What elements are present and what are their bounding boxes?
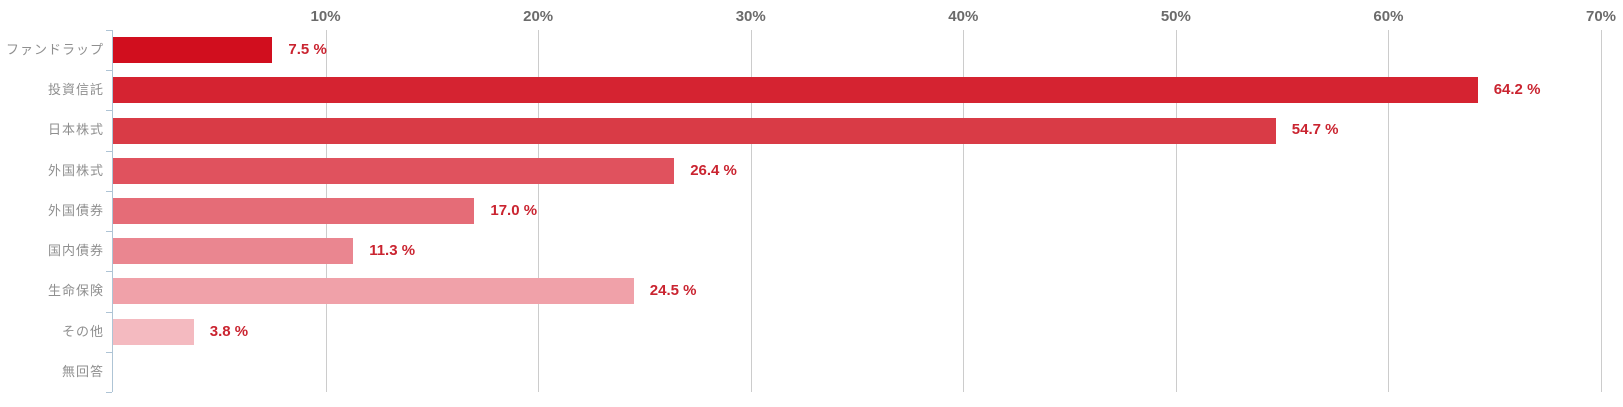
- bar: [113, 198, 475, 224]
- category-label: 外国株式: [47, 162, 104, 178]
- gridline: [1388, 30, 1390, 392]
- bar: [113, 157, 675, 184]
- x-tick-label: 40%: [948, 8, 979, 25]
- gridline: [963, 30, 965, 392]
- y-axis-tick: [106, 30, 112, 31]
- category-label: 生命保険: [47, 283, 104, 299]
- x-tick-label: 30%: [735, 8, 766, 25]
- category-label: 国内債券: [47, 243, 104, 259]
- category-label: 無回答: [61, 363, 104, 379]
- gridline: [1175, 30, 1177, 392]
- y-axis-tick: [106, 392, 112, 393]
- value-label: 64.2 %: [1493, 81, 1541, 99]
- gridline: [1601, 30, 1602, 392]
- bar: [113, 77, 1478, 104]
- value-label: 17.0 %: [490, 201, 538, 219]
- x-tick-label: 10%: [310, 8, 341, 25]
- category-label: 日本株式: [47, 122, 104, 138]
- value-label: 54.7 %: [1291, 121, 1339, 139]
- bar: [113, 238, 354, 265]
- y-axis-tick: [106, 110, 112, 112]
- value-label: 7.5 %: [288, 41, 327, 58]
- y-axis-tick: [106, 271, 112, 273]
- category-label: その他: [61, 323, 104, 339]
- y-axis-tick: [106, 311, 112, 313]
- y-axis-tick: [106, 70, 112, 72]
- bar: [113, 318, 194, 345]
- x-tick-label: 70%: [1585, 8, 1617, 25]
- y-axis-line: [112, 30, 113, 392]
- y-axis-tick: [106, 150, 112, 152]
- y-axis-tick: [106, 351, 112, 353]
- value-label: 26.4 %: [690, 161, 737, 179]
- category-label: 外国債券: [47, 202, 104, 218]
- x-tick-label: 20%: [523, 8, 554, 25]
- bar: [113, 278, 634, 305]
- y-axis-tick: [106, 231, 112, 233]
- bar: [113, 117, 1276, 144]
- x-tick-label: 50%: [1160, 8, 1191, 25]
- y-axis-tick: [106, 190, 112, 192]
- gridline: [538, 30, 540, 392]
- value-label: 11.3 %: [369, 242, 416, 260]
- category-label: ファンドラップ: [5, 42, 104, 57]
- gridline: [750, 30, 752, 392]
- x-tick-label: 60%: [1373, 8, 1404, 25]
- value-label: 3.8 %: [209, 322, 249, 340]
- value-label: 24.5 %: [649, 282, 697, 300]
- bar: [113, 37, 273, 64]
- category-label: 投資信託: [47, 82, 104, 98]
